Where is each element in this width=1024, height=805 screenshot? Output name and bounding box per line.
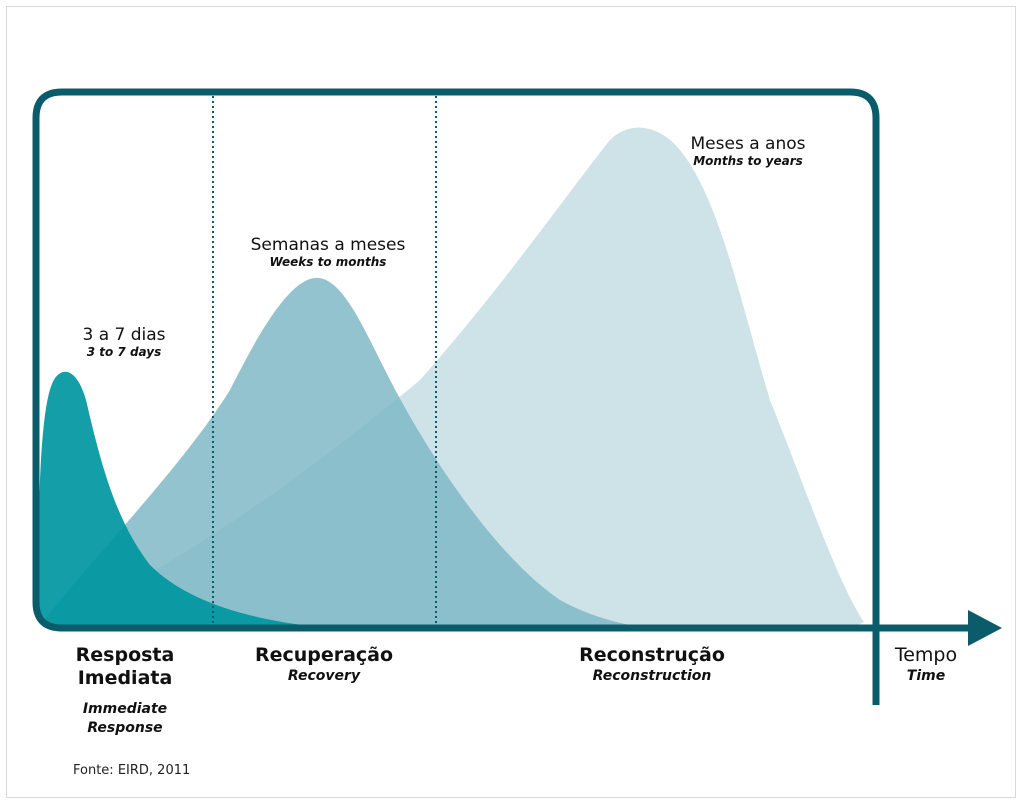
time-axis-arrowhead (968, 610, 1002, 646)
source-note: Fonte: EIRD, 2011 (73, 763, 191, 778)
curve-1-label: 3 a 7 dias 3 to 7 days (64, 325, 184, 359)
curve-1-label-en: 3 to 7 days (86, 345, 162, 359)
phase-1-label: Resposta Imediata Immediate Response (55, 644, 195, 738)
immediate-response-curve (38, 371, 330, 626)
phase-3-label-pt: Reconstrução (579, 644, 725, 666)
curve-3-label-en: Months to years (693, 154, 803, 168)
phase-2-label-pt: Recuperação (254, 644, 394, 666)
phase-2-label: Recuperação Recovery (234, 644, 414, 686)
phase-3-label: Reconstrução Reconstruction (552, 644, 752, 686)
phase-1-label-pt: Resposta Imediata (75, 644, 175, 689)
axis-label: Tempo Time (882, 644, 970, 686)
curve-2-label-pt: Semanas a meses (250, 235, 406, 255)
phase-3-label-en: Reconstruction (592, 668, 712, 684)
curve-3-label-pt: Meses a anos (690, 134, 806, 154)
diagram-frame (32, 88, 880, 705)
axis-label-pt: Tempo (894, 644, 958, 666)
curve-2-label: Semanas a meses Weeks to months (236, 235, 420, 269)
phase-2-label-en: Recovery (287, 668, 361, 684)
reconstruction-curve (38, 127, 868, 626)
curve-2-label-en: Weeks to months (269, 255, 387, 269)
curve-3-label: Meses a anos Months to years (674, 134, 822, 168)
curve-1-label-pt: 3 a 7 dias (82, 325, 166, 345)
recovery-curve (38, 277, 660, 626)
image-border (6, 6, 1016, 798)
axis-label-en: Time (906, 668, 946, 684)
phase-1-label-en: Immediate Response (82, 701, 168, 736)
